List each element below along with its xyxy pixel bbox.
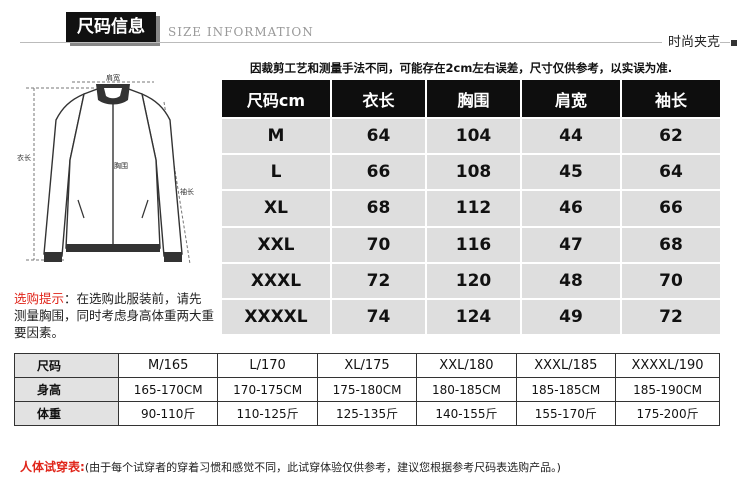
size-header-cell: 尺码cm	[222, 80, 332, 119]
size-cell: XXL	[222, 227, 332, 264]
ref-cell: 170-175CM	[217, 377, 318, 402]
size-cell: XXXL	[222, 263, 332, 300]
tip-label: 选购提示	[14, 291, 65, 306]
size-cell: L	[222, 155, 332, 192]
size-cell: 112	[427, 191, 522, 228]
size-cell: 49	[522, 299, 622, 337]
table-row: XL 68 112 46 66	[222, 191, 722, 228]
header-subtitle: SIZE INFORMATION	[168, 25, 314, 39]
size-cell: 74	[332, 299, 427, 337]
ref-cell: 165-170CM	[117, 377, 219, 402]
sleeve-label: 袖长	[180, 187, 194, 196]
table-row: L 66 108 45 64	[222, 155, 722, 192]
table-row: 身高 165-170CM 170-175CM 175-180CM 180-185…	[14, 377, 720, 402]
purchase-tip: 选购提示：在选购此服装前，请先测量胸围，同时考虑身高体重两大重要因素。	[14, 290, 214, 341]
size-header-cell: 胸围	[427, 80, 522, 119]
measurement-note: 因裁剪工艺和测量手法不同，可能存在2cm左右误差，尺寸仅供参考，以实误为准.	[250, 61, 673, 75]
size-cell: 120	[427, 263, 522, 300]
size-header-cell: 衣长	[332, 80, 427, 119]
ref-cell: 140-155斤	[416, 401, 517, 426]
size-cell: 104	[427, 119, 522, 156]
ref-cell: XXXL/185	[515, 353, 617, 378]
ref-row-header: 体重	[14, 401, 119, 426]
table-row: 体重 90-110斤 110-125斤 125-135斤 140-155斤 15…	[14, 401, 720, 426]
size-cell: 70	[622, 263, 722, 300]
size-cell: 47	[522, 227, 622, 264]
jacket-diagram: 肩宽 衣长 胸围 袖长	[14, 64, 214, 286]
size-cell: 44	[522, 119, 622, 156]
size-table: 尺码cm 衣长 胸围 肩宽 袖长 M 64 104 44 62 L 66 108…	[222, 80, 722, 337]
fitting-disclaimer: 人体试穿表:(由于每个试穿者的穿着习惯和感觉不同，此试穿体验仅供参考，建议您根据…	[20, 458, 561, 475]
ref-cell: L/170	[217, 353, 318, 378]
ref-cell: 155-170斤	[515, 401, 617, 426]
size-cell: 66	[622, 191, 722, 228]
size-header-cell: 袖长	[622, 80, 722, 119]
size-cell: XL	[222, 191, 332, 228]
ref-cell: 125-135斤	[316, 401, 418, 426]
table-row: M 64 104 44 62	[222, 119, 722, 156]
table-row: XXXXL 74 124 49 72	[222, 299, 722, 337]
table-row: XXXL 72 120 48 70	[222, 263, 722, 300]
size-cell: 124	[427, 299, 522, 337]
header-divider	[20, 42, 730, 43]
chest-label: 胸围	[114, 161, 128, 170]
size-cell: 62	[622, 119, 722, 156]
jacket-illustration: 肩宽 衣长 胸围 袖长	[17, 73, 194, 265]
footer-label: 人体试穿表:	[20, 460, 85, 474]
size-table-header-row: 尺码cm 衣长 胸围 肩宽 袖长	[222, 80, 722, 119]
ref-row-header: 身高	[14, 377, 119, 402]
size-cell: 46	[522, 191, 622, 228]
tip-text: ：在选购此服装前，请先测量胸围，同时考虑身高体重两大重要因素。	[14, 291, 215, 340]
size-cell: 108	[427, 155, 522, 192]
size-cell: 116	[427, 227, 522, 264]
ref-cell: XXL/180	[416, 353, 517, 378]
footer-text: (由于每个试穿者的穿着习惯和感觉不同，此试穿体验仅供参考，建议您根据参考尺码表选…	[84, 461, 561, 474]
category-marker	[731, 40, 737, 46]
ref-cell: 90-110斤	[117, 401, 219, 426]
ref-cell: 110-125斤	[217, 401, 318, 426]
shoulder-label: 肩宽	[106, 73, 120, 82]
size-cell: 72	[622, 299, 722, 337]
table-row: 尺码 M/165 L/170 XL/175 XXL/180 XXXL/185 X…	[14, 353, 720, 378]
size-cell: 72	[332, 263, 427, 300]
size-cell: 64	[332, 119, 427, 156]
size-cell: 70	[332, 227, 427, 264]
ref-cell: 175-200斤	[615, 401, 720, 426]
category-label: 时尚夹克	[661, 36, 720, 50]
size-cell: 45	[522, 155, 622, 192]
size-cell: 64	[622, 155, 722, 192]
fit-reference-table: 尺码 M/165 L/170 XL/175 XXL/180 XXXL/185 X…	[14, 353, 720, 426]
ref-cell: 175-180CM	[316, 377, 418, 402]
size-cell: M	[222, 119, 332, 156]
ref-cell: XL/175	[316, 353, 418, 378]
length-label: 衣长	[17, 153, 31, 162]
size-cell: XXXXL	[222, 299, 332, 337]
ref-cell: M/165	[117, 353, 219, 378]
header-title: 尺码信息	[66, 12, 156, 42]
size-cell: 68	[622, 227, 722, 264]
size-cell: 66	[332, 155, 427, 192]
size-header-cell: 肩宽	[522, 80, 622, 119]
ref-cell: 180-185CM	[416, 377, 517, 402]
size-cell: 68	[332, 191, 427, 228]
size-cell: 48	[522, 263, 622, 300]
ref-cell: XXXXL/190	[615, 353, 720, 378]
ref-cell: 185-185CM	[515, 377, 617, 402]
ref-row-header: 尺码	[14, 353, 119, 378]
ref-cell: 185-190CM	[615, 377, 720, 402]
table-row: XXL 70 116 47 68	[222, 227, 722, 264]
